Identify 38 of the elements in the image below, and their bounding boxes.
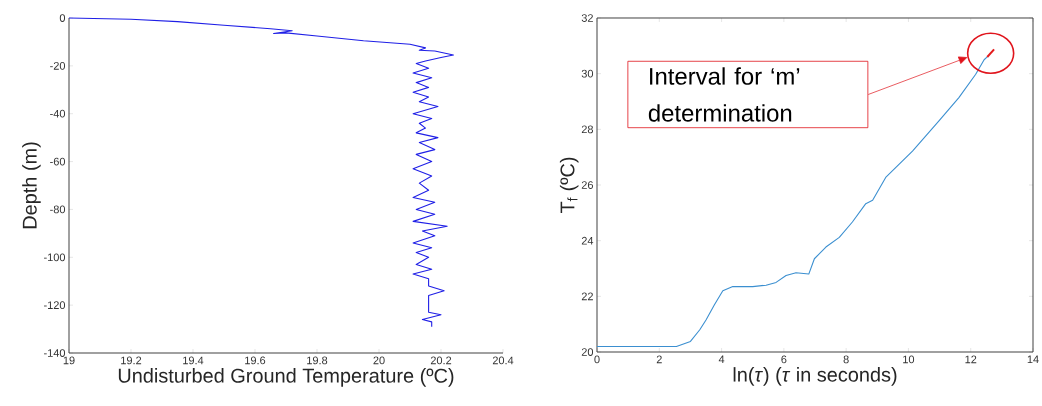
x-axis-title: ln(τ) (τ in seconds)	[733, 367, 897, 386]
x-tick-label: 6	[781, 355, 787, 364]
y-tick-label: -100	[44, 253, 66, 262]
line-series	[596, 56, 988, 347]
y-tick-label: -80	[50, 205, 66, 214]
x-tick-label: 10	[903, 355, 915, 364]
x-tick-label: 4	[718, 355, 725, 364]
y-tick-label: 28	[581, 125, 593, 134]
x-tick-label: 12	[965, 355, 977, 364]
x-tick-label: 0	[594, 355, 600, 364]
x-tick-label: 2	[656, 355, 662, 364]
y-tick-label: 24	[581, 236, 594, 245]
y-axis-title: Depth (m)	[22, 142, 41, 229]
y-tick-label: -120	[44, 301, 66, 310]
y-axis-title: T$_{f}$ (ºC)	[559, 157, 579, 214]
x-tick-label: 19.8	[307, 356, 328, 365]
x-tick-label: 19.4	[183, 356, 204, 365]
x-tick-label: 8	[843, 355, 849, 364]
x-tick-label: 19	[63, 356, 75, 365]
x-tick-label: 19.2	[121, 356, 142, 365]
y-tick-label: 22	[581, 292, 593, 301]
y-tick-label: 26	[581, 181, 593, 189]
y-tick-label: 32	[581, 14, 593, 22]
x-tick-label: 20.2	[430, 356, 452, 365]
y-tick-label: -20	[50, 61, 66, 70]
x-tick-label: 19.6	[245, 356, 266, 365]
y-tick-label: -40	[50, 109, 66, 118]
y-tick-label: 30	[581, 69, 594, 78]
x-tick-label: 20.4	[492, 356, 514, 365]
line-series	[68, 17, 454, 328]
x-tick-label: 20	[373, 356, 385, 365]
annotation: Interval for ‘m’ determination	[648, 67, 800, 122]
x-tick-label: 14	[1027, 355, 1039, 364]
y-tick-label: 0	[59, 14, 66, 22]
y-tick-label: -60	[50, 157, 66, 166]
y-tick-label: -140	[44, 349, 66, 357]
y-tick-label: 20	[581, 348, 594, 356]
x-axis-title: Undisturbed Ground Temperature (ºC)	[118, 368, 454, 387]
